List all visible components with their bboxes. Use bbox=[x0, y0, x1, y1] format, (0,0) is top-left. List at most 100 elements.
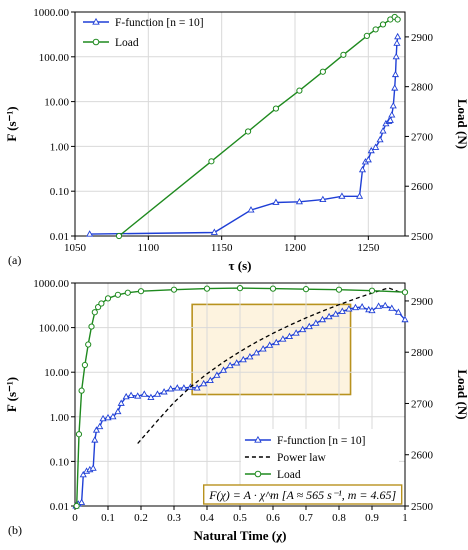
x-tick-label: 1100 bbox=[138, 242, 160, 254]
data-point bbox=[89, 464, 97, 471]
legend: F-function [n = 10] Power law Load bbox=[240, 429, 399, 487]
data-point bbox=[296, 87, 303, 94]
legend-background bbox=[240, 429, 399, 487]
data-point bbox=[391, 70, 400, 78]
data-point bbox=[367, 146, 375, 154]
panel-label: (a) bbox=[8, 253, 21, 267]
data-point bbox=[239, 355, 247, 363]
y-right-tick-label: 2900 bbox=[411, 296, 434, 308]
data-point bbox=[388, 111, 396, 118]
data-point bbox=[401, 289, 409, 296]
y-left-axis-title: F (s⁻¹) bbox=[4, 106, 19, 141]
y-left-tick-label: 0.10 bbox=[50, 456, 70, 468]
series-1 bbox=[137, 287, 406, 444]
y-right-axis-title: Load (N) bbox=[455, 99, 468, 149]
data-point bbox=[351, 303, 360, 311]
data-point bbox=[117, 399, 125, 406]
x-tick-label: 1150 bbox=[211, 242, 233, 254]
data-point bbox=[285, 332, 294, 339]
series-0 bbox=[86, 32, 402, 237]
y-left-tick-label: 10.00 bbox=[44, 367, 69, 379]
y-left-tick-label: 100.00 bbox=[39, 323, 70, 335]
data-point bbox=[269, 285, 277, 292]
plot-frame bbox=[74, 11, 406, 237]
x-tick-label: 0.8 bbox=[332, 512, 346, 524]
data-point bbox=[98, 300, 105, 307]
data-point bbox=[91, 309, 98, 316]
data-point bbox=[81, 361, 89, 369]
data-point bbox=[104, 295, 112, 302]
data-point bbox=[78, 498, 86, 505]
y-left-tick-label: 100.00 bbox=[39, 52, 70, 64]
legend-label: F-function [n = 10] bbox=[277, 435, 366, 447]
series-0 bbox=[72, 301, 409, 509]
y-right-tick-label: 2800 bbox=[411, 82, 434, 94]
data-point bbox=[391, 84, 399, 91]
data-point bbox=[335, 286, 343, 293]
y-left-tick-label: 1000.00 bbox=[33, 278, 69, 290]
data-point bbox=[386, 116, 394, 123]
x-tick-label: 0.4 bbox=[200, 512, 214, 524]
data-point bbox=[92, 426, 101, 433]
data-point bbox=[372, 143, 380, 150]
data-point bbox=[318, 315, 327, 323]
legend-label: Load bbox=[277, 469, 301, 481]
data-point bbox=[203, 285, 211, 292]
data-point bbox=[73, 502, 80, 510]
panel-label: (b) bbox=[8, 523, 22, 537]
data-point bbox=[99, 414, 107, 422]
series-line bbox=[118, 16, 399, 237]
data-point bbox=[394, 32, 402, 40]
data-point bbox=[88, 323, 95, 330]
data-point bbox=[332, 310, 340, 317]
data-point bbox=[86, 230, 94, 237]
data-point bbox=[325, 312, 333, 320]
data-point bbox=[389, 102, 397, 109]
y-left-tick-label: 0.01 bbox=[50, 501, 69, 513]
x-tick-label: 0 bbox=[72, 512, 78, 524]
data-point bbox=[340, 51, 347, 58]
data-point bbox=[109, 412, 117, 420]
data-point bbox=[295, 197, 303, 205]
data-point bbox=[180, 384, 188, 391]
data-point bbox=[233, 359, 241, 366]
y-right-tick-label: 2900 bbox=[411, 32, 434, 44]
x-tick-label: 0.9 bbox=[365, 512, 379, 524]
x-tick-label: 1200 bbox=[284, 242, 307, 254]
data-point bbox=[170, 286, 178, 293]
data-point bbox=[319, 195, 327, 203]
legend-swatch-marker bbox=[254, 470, 262, 478]
x-tick-label: 0.6 bbox=[266, 512, 280, 524]
x-tick-label: 1 bbox=[402, 512, 408, 524]
data-point bbox=[140, 390, 148, 397]
data-point bbox=[236, 285, 244, 292]
data-point bbox=[219, 366, 228, 373]
data-point bbox=[363, 32, 370, 39]
legend-label: Load bbox=[115, 37, 139, 49]
x-tick-label: 0.7 bbox=[299, 512, 313, 524]
data-point bbox=[160, 388, 168, 395]
data-point bbox=[104, 413, 112, 421]
data-point bbox=[368, 306, 376, 314]
y-left-tick-label: 1.00 bbox=[50, 412, 70, 424]
data-point bbox=[272, 338, 280, 346]
legend-label: Power law bbox=[277, 452, 327, 464]
series-line bbox=[137, 287, 406, 444]
y-right-tick-label: 2800 bbox=[411, 347, 434, 359]
data-point bbox=[137, 288, 145, 295]
data-point bbox=[213, 371, 221, 378]
data-point bbox=[379, 127, 387, 134]
data-point bbox=[358, 303, 366, 310]
data-point bbox=[279, 335, 287, 342]
x-tick-label: 0.1 bbox=[101, 512, 115, 524]
data-point bbox=[379, 21, 387, 28]
data-point bbox=[259, 345, 267, 352]
data-point bbox=[272, 105, 280, 112]
y-right-tick-label: 2600 bbox=[411, 450, 434, 462]
y-left-tick-label: 1.00 bbox=[50, 141, 70, 153]
data-point bbox=[193, 384, 201, 391]
data-point bbox=[115, 232, 123, 240]
data-point bbox=[299, 325, 307, 333]
data-point bbox=[206, 376, 214, 383]
y-right-tick-label: 2700 bbox=[411, 398, 434, 410]
